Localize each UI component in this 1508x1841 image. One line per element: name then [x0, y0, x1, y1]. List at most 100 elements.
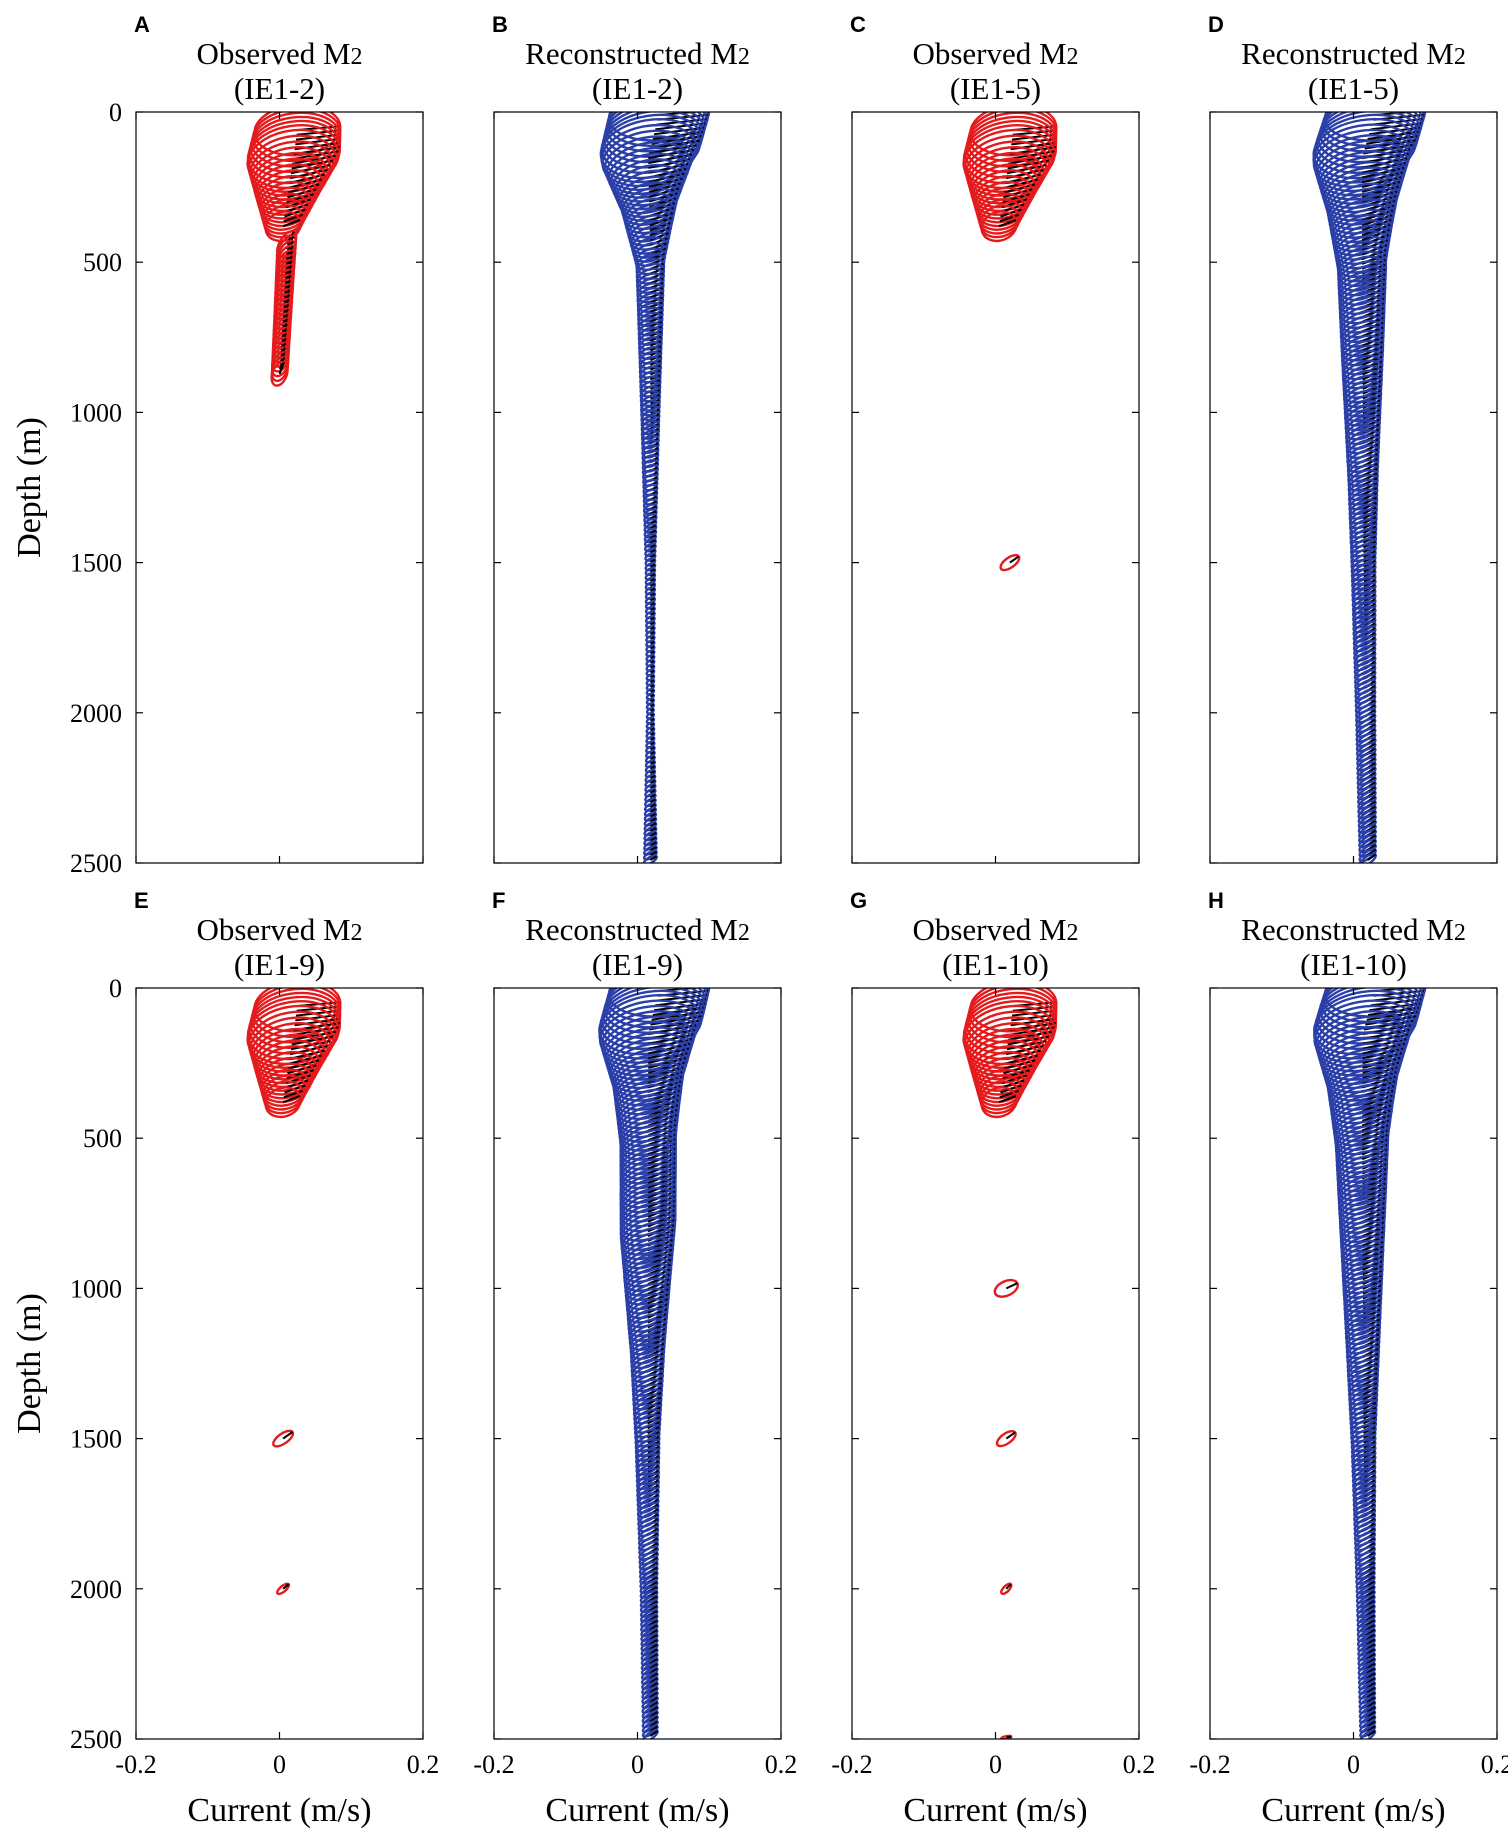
current-vector [1361, 1134, 1388, 1146]
y-axis-label: Depth (m) [11, 417, 48, 558]
y-tick-label: 500 [83, 248, 122, 277]
ellipse-group [1312, 112, 1427, 863]
title-subscript: 2 [1067, 920, 1079, 946]
current-vector [1361, 1114, 1390, 1127]
current-vector [1006, 1735, 1012, 1739]
current-vector [649, 1701, 658, 1709]
current-vector [649, 760, 656, 765]
title-main: Observed M [196, 36, 350, 71]
current-vector [649, 534, 657, 539]
current-vector [649, 587, 656, 592]
current-vector [649, 626, 655, 631]
panel-letter: E [134, 888, 149, 913]
current-vector [649, 779, 656, 784]
ellipse-group [246, 112, 342, 387]
panel-title-line2: (IE1-5) [1308, 71, 1399, 106]
current-vector [649, 1725, 658, 1733]
current-vector [282, 219, 301, 228]
current-vector [1366, 1691, 1376, 1699]
current-vector [649, 718, 655, 722]
current-vector [649, 597, 656, 602]
current-vector [649, 722, 655, 727]
current-vector [649, 612, 655, 616]
current-vector [282, 1431, 294, 1440]
panel-title-line1: Reconstructed M2 [1241, 912, 1466, 947]
x-tick-label: -0.2 [473, 1750, 514, 1779]
current-vector [1008, 150, 1055, 160]
current-vector [1361, 228, 1390, 241]
panel-letter: A [134, 12, 150, 37]
current-vector [649, 650, 655, 655]
current-vector [649, 558, 656, 563]
current-vector [1362, 506, 1377, 515]
current-vector [1005, 1431, 1016, 1440]
current-vector [1361, 1139, 1388, 1151]
current-vector [649, 607, 655, 611]
current-vector [649, 655, 655, 659]
current-vector [652, 1006, 704, 1016]
current-vector [998, 1095, 1017, 1104]
panel-title-line2: (IE1-5) [950, 71, 1041, 106]
current-vector [283, 1089, 303, 1099]
panel-title-line2: (IE1-9) [234, 947, 325, 982]
current-vector [1361, 223, 1391, 237]
current-vector [649, 751, 655, 756]
current-vector [649, 698, 655, 703]
current-vector [649, 684, 655, 688]
tidal-ellipse [270, 360, 289, 387]
x-axis-label: Current (m/s) [187, 1792, 371, 1829]
panel-letter: D [1208, 12, 1224, 37]
current-vector [650, 291, 664, 299]
y-tick-label: 0 [109, 974, 122, 1003]
current-vector [649, 592, 656, 597]
panel-title-line1: Reconstructed M2 [525, 912, 750, 947]
current-vector [1362, 1057, 1401, 1069]
axes-frame [851, 987, 1140, 1740]
current-vector [649, 784, 656, 789]
x-tick-label: -0.2 [831, 1750, 872, 1779]
y-tick-label: 1000 [70, 1274, 122, 1303]
current-vector [649, 573, 656, 578]
current-vector [647, 1214, 675, 1228]
current-vector [1008, 154, 1052, 165]
current-vector [1362, 501, 1377, 510]
current-vector [278, 362, 285, 375]
current-vector [649, 850, 657, 857]
current-vector [999, 1089, 1019, 1099]
current-vector [1362, 511, 1377, 520]
current-vector [649, 812, 657, 818]
current-vector [1007, 1035, 1049, 1046]
tidal-ellipse [641, 1719, 659, 1734]
current-vector [649, 563, 656, 568]
current-vector [1008, 1026, 1055, 1036]
current-vector [650, 311, 663, 318]
current-vector [649, 727, 655, 732]
title-main: Observed M [196, 912, 350, 947]
current-vector [652, 131, 703, 140]
current-vector [653, 1002, 705, 1012]
current-vector [649, 689, 655, 693]
current-vector [649, 713, 655, 717]
current-vector [647, 1396, 662, 1406]
current-vector [1007, 159, 1049, 170]
current-vector [650, 301, 663, 309]
x-tick-label: 0 [989, 1750, 1002, 1779]
current-vector [649, 765, 656, 770]
current-vector [649, 803, 656, 808]
title-main: Observed M [912, 912, 1066, 947]
current-vector [1367, 1720, 1376, 1728]
current-vector [1362, 492, 1378, 501]
current-vector [649, 836, 657, 842]
tidal-ellipse [999, 553, 1021, 572]
panel-title-line1: Observed M2 [912, 36, 1078, 71]
panel-letter: H [1208, 888, 1224, 913]
x-tick-label: 0 [273, 1750, 286, 1779]
tidal-ellipse [613, 163, 685, 211]
ellipse-group [599, 112, 711, 863]
current-vector [649, 578, 656, 583]
tidal-ellipse [995, 1429, 1017, 1448]
x-tick-label: 0.2 [407, 1750, 440, 1779]
current-vector [655, 998, 706, 1007]
